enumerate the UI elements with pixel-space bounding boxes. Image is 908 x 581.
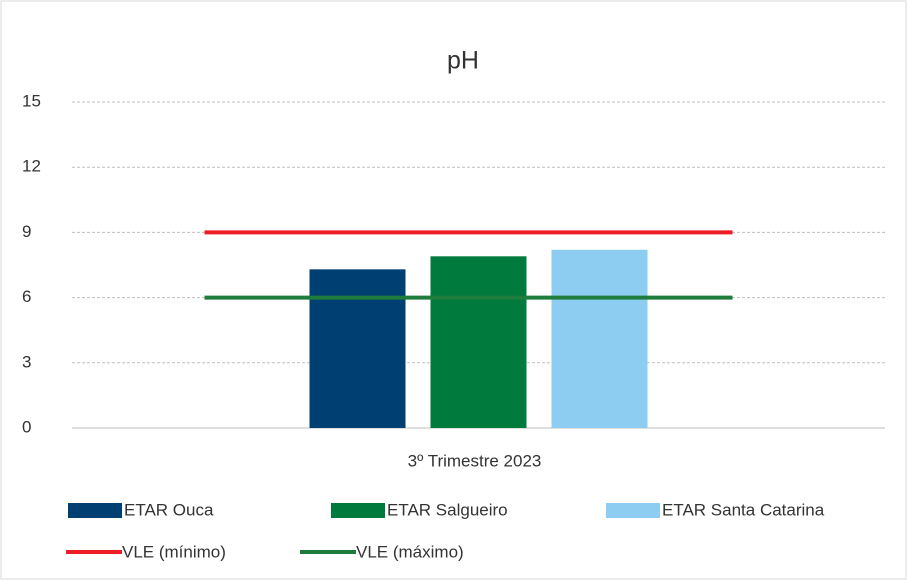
- y-tick-label: 3: [22, 352, 31, 371]
- y-tick-label: 6: [22, 287, 31, 306]
- bar: [551, 249, 648, 428]
- x-tick-label: 3º Trimestre 2023: [408, 451, 542, 470]
- y-tick-label: 0: [22, 417, 31, 436]
- y-tick-label: 15: [22, 91, 41, 110]
- legend-label: VLE (mínimo): [122, 542, 226, 561]
- legend-label: VLE (máximo): [356, 542, 464, 561]
- legend-swatch: [68, 503, 122, 518]
- legend-label: ETAR Santa Catarina: [662, 500, 825, 519]
- y-tick-label: 9: [22, 222, 31, 241]
- chart-title: pH: [447, 47, 479, 75]
- bar: [309, 269, 406, 428]
- bar: [430, 256, 527, 428]
- legend-label: ETAR Salgueiro: [387, 500, 508, 519]
- legend-swatch: [331, 503, 385, 518]
- legend-swatch: [606, 503, 660, 518]
- legend-label: ETAR Ouca: [124, 500, 214, 519]
- y-tick-label: 12: [22, 157, 41, 176]
